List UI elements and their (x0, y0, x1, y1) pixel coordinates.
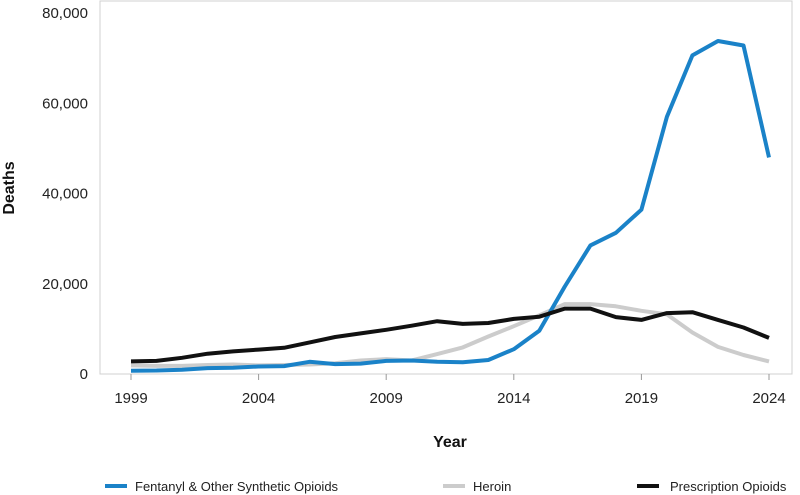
legend-label-prescription-opioids: Prescription Opioids (670, 479, 787, 494)
y-tick-label: 80,000 (42, 5, 88, 22)
series-line-prescription-opioids (130, 306, 770, 364)
legend: Fentanyl & Other Synthetic Opioids Heroin… (105, 479, 787, 494)
y-tick-label: 40,000 (42, 186, 88, 203)
x-axis-ticks: 1999 2004 2009 2014 2019 2024 (114, 374, 786, 407)
x-tick-label: 2014 (497, 390, 530, 407)
y-tick-label: 0 (80, 366, 88, 383)
y-axis-ticks: 0 20,000 40,000 60,000 80,000 (42, 5, 88, 383)
x-tick-label: 2024 (752, 390, 785, 407)
x-axis-title: Year (433, 434, 467, 451)
x-tick-label: 2019 (625, 390, 658, 407)
legend-label-heroin: Heroin (473, 479, 511, 494)
y-tick-label: 60,000 (42, 95, 88, 112)
series-line-fentanyl-other-synthetic-opioids (130, 39, 771, 373)
x-tick-label: 2004 (242, 390, 275, 407)
y-tick-label: 20,000 (42, 276, 88, 293)
x-tick-label: 2009 (370, 390, 403, 407)
legend-label-fentanyl-other-synthetic-opioids: Fentanyl & Other Synthetic Opioids (135, 479, 339, 494)
x-tick-label: 1999 (114, 390, 147, 407)
y-axis-title: Deaths (1, 161, 18, 214)
series-lines (130, 39, 771, 373)
plot-area-frame (99, 0, 793, 375)
